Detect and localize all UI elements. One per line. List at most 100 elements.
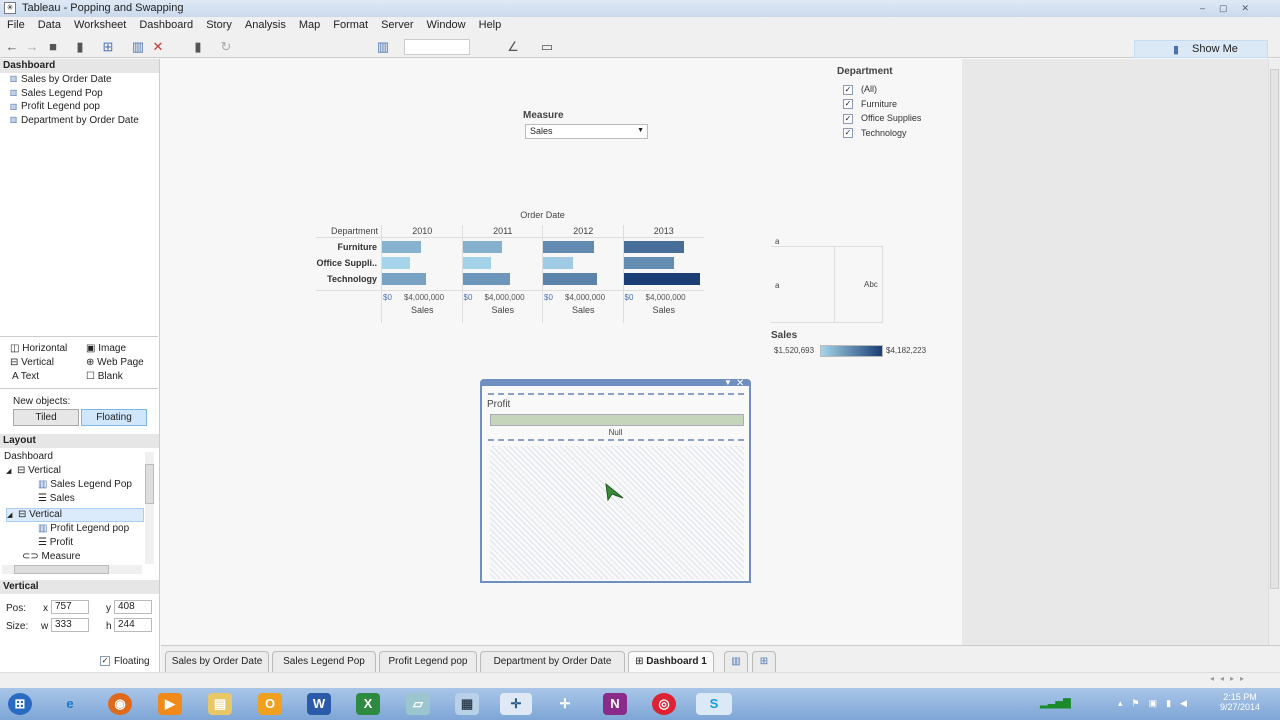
dashboard-scrollbar[interactable]	[1268, 59, 1280, 645]
object-horizontal[interactable]: ◫ Horizontal	[10, 343, 67, 354]
filter-option[interactable]: ✓ Technology	[843, 126, 921, 141]
height-input[interactable]: 244	[114, 618, 152, 632]
menu-map[interactable]: Map	[298, 19, 321, 31]
tree-item[interactable]: ☰ Sales	[38, 493, 75, 504]
sheet-item[interactable]: ▥ Sales by Order Date	[0, 74, 159, 88]
tableau-icon[interactable]: ✛	[500, 693, 532, 715]
tree-item[interactable]: ☰ Profit	[38, 537, 73, 548]
object-text[interactable]: A Text	[12, 371, 39, 382]
dashboard-header: Dashboard	[0, 59, 159, 73]
tableau-icon-2[interactable]: ✛	[559, 696, 571, 711]
menu-window[interactable]: Window	[426, 19, 466, 31]
sheet-item[interactable]: ▥ Sales Legend Pop	[0, 88, 159, 102]
clock[interactable]: 2:15 PM 9/27/2014	[1210, 692, 1270, 712]
back-icon[interactable]: ←	[5, 39, 19, 54]
new-worksheet-icon[interactable]: ⊞	[102, 39, 114, 54]
firefox-icon[interactable]: ◉	[108, 693, 132, 715]
window-controls[interactable]: –▢✕	[1200, 3, 1264, 13]
outlook-icon[interactable]: O	[258, 693, 282, 715]
sheet-icon: ▥	[38, 479, 48, 490]
object-vertical[interactable]: ⊟ Vertical	[10, 357, 54, 368]
excel-icon[interactable]: X	[356, 693, 380, 715]
file-explorer-icon[interactable]: ▤	[208, 693, 232, 715]
close-icon[interactable]: ✕	[736, 378, 745, 389]
y-position-input[interactable]: 408	[114, 600, 152, 614]
floating-button[interactable]: Floating	[81, 409, 147, 426]
placeholder-text: a	[775, 237, 780, 246]
signal-strength-icon[interactable]: ▂▃▅▇	[1040, 698, 1071, 709]
duplicate-sheet-icon[interactable]: ▥	[131, 39, 145, 54]
filter-option[interactable]: ✓ Furniture	[843, 97, 921, 112]
tab-sales-legend-pop[interactable]: Sales Legend Pop	[272, 651, 376, 673]
skype-icon[interactable]: S	[696, 693, 732, 715]
menu-analysis[interactable]: Analysis	[244, 19, 286, 31]
sheet-navigation-icons[interactable]: ◂◂▸▸	[1210, 674, 1251, 683]
new-dashboard-tab-icon[interactable]: ⊞	[752, 651, 776, 673]
tab-department-by-order-date[interactable]: Department by Order Date	[480, 651, 625, 673]
empty-canvas-area	[962, 59, 1268, 645]
tree-item[interactable]: ▥ Profit Legend pop	[38, 523, 129, 534]
calculator-icon[interactable]: ▦	[455, 693, 479, 715]
presentation-icon[interactable]: ▭	[540, 39, 554, 54]
tiled-button[interactable]: Tiled	[13, 409, 79, 426]
chevron-down-icon[interactable]: ▼	[724, 378, 732, 387]
tree-item[interactable]: Dashboard	[4, 451, 53, 462]
start-button[interactable]: ⊞	[8, 693, 32, 715]
menu-server[interactable]: Server	[381, 19, 414, 31]
media-player-icon[interactable]: ▶	[158, 693, 182, 715]
save-icon[interactable]: ■	[49, 39, 57, 54]
menu-format[interactable]: Format	[333, 19, 369, 31]
notepad-icon[interactable]: ▱	[406, 693, 430, 715]
floating-checkbox[interactable]: ✓ Floating	[100, 656, 150, 667]
width-input[interactable]: 333	[51, 618, 89, 632]
tree-hscrollbar[interactable]	[2, 565, 142, 574]
highlight-icon[interactable]: ∠	[507, 39, 519, 54]
filter-option[interactable]: ✓ (All)	[843, 82, 921, 97]
tree-item[interactable]: ⊂⊃ Measure	[22, 551, 80, 562]
measure-dropdown[interactable]: Sales ▼	[525, 124, 648, 139]
floating-label: Floating	[114, 656, 150, 667]
x-position-input[interactable]: 757	[51, 600, 89, 614]
menu-story[interactable]: Story	[206, 19, 232, 31]
sheet-item[interactable]: ▥ Profit Legend pop	[0, 101, 159, 115]
axis-line	[316, 290, 704, 291]
profit-legend-title: Profit	[487, 399, 511, 410]
color-legend-gradient	[820, 345, 883, 357]
sheet-label: Sales by Order Date	[21, 74, 112, 85]
tab-dashboard-1[interactable]: ⊞ Dashboard 1	[628, 651, 714, 673]
onenote-icon[interactable]: N	[603, 693, 627, 715]
pause-updates-icon[interactable]: ▮	[194, 39, 202, 54]
sheet-item[interactable]: ▥ Department by Order Date	[0, 115, 159, 129]
fit-dropdown[interactable]	[404, 39, 470, 55]
tree-vscrollbar[interactable]	[145, 452, 154, 564]
forward-icon[interactable]: →	[25, 39, 39, 54]
show-me-button[interactable]: ▮ Show Me	[1134, 40, 1268, 58]
word-icon[interactable]: W	[307, 693, 331, 715]
tree-item[interactable]: ▥ Sales Legend Pop	[38, 479, 132, 490]
tab-sales-by-order-date[interactable]: Sales by Order Date	[165, 651, 269, 673]
menu-worksheet[interactable]: Worksheet	[73, 19, 127, 31]
expand-icon[interactable]: ◢	[7, 512, 13, 519]
clear-sheet-icon[interactable]: ✕	[152, 39, 164, 54]
system-tray-icons[interactable]: ▴⚑▣▮◀	[1118, 698, 1196, 708]
menu-data[interactable]: Data	[37, 19, 61, 31]
tree-item[interactable]: ◢ ⊟ Vertical	[6, 465, 61, 476]
expand-icon[interactable]: ◢	[6, 468, 12, 475]
object-image[interactable]: ▣ Image	[86, 343, 126, 354]
tree-item-selected[interactable]: ◢ ⊟ Vertical	[6, 508, 144, 522]
new-worksheet-tab-icon[interactable]: ▥	[724, 651, 748, 673]
refresh-icon[interactable]: ↻	[220, 39, 232, 54]
object-web-page[interactable]: ⊕ Web Page	[86, 357, 144, 368]
filter-option[interactable]: ✓ Office Supplies	[843, 111, 921, 126]
tab-profit-legend-pop[interactable]: Profit Legend pop	[379, 651, 477, 673]
menu-dashboard[interactable]: Dashboard	[139, 19, 194, 31]
menu-help[interactable]: Help	[478, 19, 502, 31]
datasource-icon[interactable]: ▮	[76, 39, 84, 54]
ie-icon[interactable]: e	[66, 696, 74, 711]
floating-profit-container[interactable]: ▼ ✕ Profit Null	[480, 378, 751, 583]
chrome-icon[interactable]: ◎	[652, 693, 676, 715]
show-cards-icon[interactable]: ▥	[376, 39, 390, 54]
menu-file[interactable]: File	[7, 19, 25, 31]
object-blank[interactable]: ☐ Blank	[86, 371, 123, 382]
drag-handle[interactable]	[482, 381, 749, 386]
